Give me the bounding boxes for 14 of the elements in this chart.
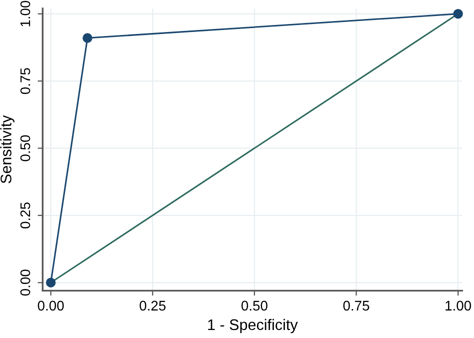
point: [453, 8, 463, 19]
y-tick-label: 0.25: [20, 202, 30, 228]
x-tick-label: 0.25: [140, 300, 166, 311]
x-tick-label: 0.75: [343, 300, 370, 311]
x-tick-label: 0.50: [241, 300, 268, 311]
x-axis-title: 1 - Specificity: [208, 318, 298, 334]
x-tick-label: 0.00: [38, 300, 64, 311]
y-tick-label: 0.50: [20, 135, 30, 162]
y-tick-label: 0.75: [20, 68, 30, 94]
y-axis-title: Sensitivity: [0, 115, 14, 184]
point: [46, 278, 56, 288]
y-tick-label: 1.00: [20, 0, 30, 26]
x-tick-label: 1.00: [446, 300, 472, 311]
point: [82, 33, 92, 43]
